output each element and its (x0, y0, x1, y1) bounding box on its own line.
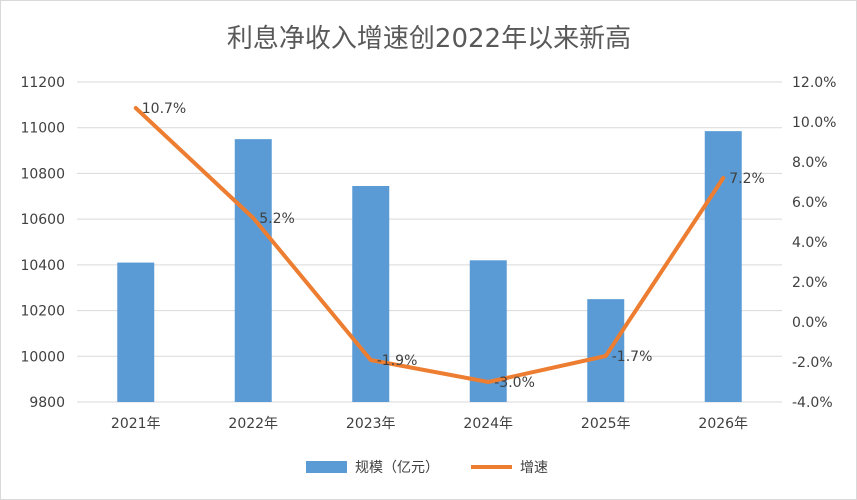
line-data-label: -1.9% (377, 353, 418, 369)
legend-swatch-bar (306, 461, 347, 473)
x-tick-label: 2023年 (346, 416, 396, 432)
legend[interactable]: 规模（亿元） 增速 (306, 460, 548, 476)
left-axis: 9800 10000 10200 10400 10600 10800 11000 11200 (20, 75, 65, 411)
legend-label-line: 增速 (520, 460, 548, 476)
y-right-tick-label: -2.0% (792, 355, 833, 371)
y-left-tick-label: 10600 (20, 212, 65, 228)
y-right-tick-label: 10.0% (792, 115, 836, 131)
bar (352, 186, 390, 402)
y-right-tick-label: -4.0% (792, 395, 833, 411)
line-data-label: 5.2% (259, 211, 295, 227)
y-right-tick-label: 12.0% (792, 75, 836, 91)
data-labels: 10.7% 5.2% -1.9% -3.0% -1.7% 7.2% (142, 101, 765, 391)
bar (117, 262, 155, 402)
line-data-label: -1.7% (612, 349, 653, 365)
x-tick-label: 2026年 (698, 416, 748, 432)
gridlines (77, 81, 782, 403)
y-left-tick-label: 11000 (20, 121, 65, 137)
y-left-tick-label: 10200 (20, 304, 65, 320)
y-left-tick-label: 10000 (20, 349, 65, 365)
right-axis: -4.0% -2.0% 0.0% 2.0% 4.0% 6.0% 8.0% 10.0% 12.0% (792, 75, 836, 411)
growth-line (133, 106, 726, 384)
x-tick-label: 2024年 (463, 416, 513, 432)
chart-title: 利息净收入增速创2022年以来新高 (227, 24, 631, 54)
line-data-label: 10.7% (142, 101, 186, 117)
bar (234, 139, 272, 402)
y-right-tick-label: 6.0% (792, 195, 828, 211)
bar (587, 299, 625, 402)
x-tick-label: 2025年 (581, 416, 631, 432)
bar-series (117, 131, 742, 402)
x-tick-label: 2022年 (228, 416, 278, 432)
x-tick-label: 2021年 (111, 416, 161, 432)
legend-label-bar: 规模（亿元） (355, 460, 439, 476)
y-left-tick-label: 10400 (20, 258, 65, 274)
y-right-tick-label: 8.0% (792, 155, 828, 171)
y-right-tick-label: 0.0% (792, 315, 828, 331)
y-right-tick-label: 4.0% (792, 235, 828, 251)
x-axis: 2021年 2022年 2023年 2024年 2025年 2026年 (111, 416, 748, 432)
line-data-label: -3.0% (494, 375, 535, 391)
line-data-label: 7.2% (729, 171, 765, 187)
y-left-tick-label: 11200 (20, 75, 65, 91)
y-left-tick-label: 9800 (29, 395, 65, 411)
y-right-tick-label: 2.0% (792, 275, 828, 291)
line-series (133, 106, 726, 384)
y-left-tick-label: 10800 (20, 166, 65, 182)
